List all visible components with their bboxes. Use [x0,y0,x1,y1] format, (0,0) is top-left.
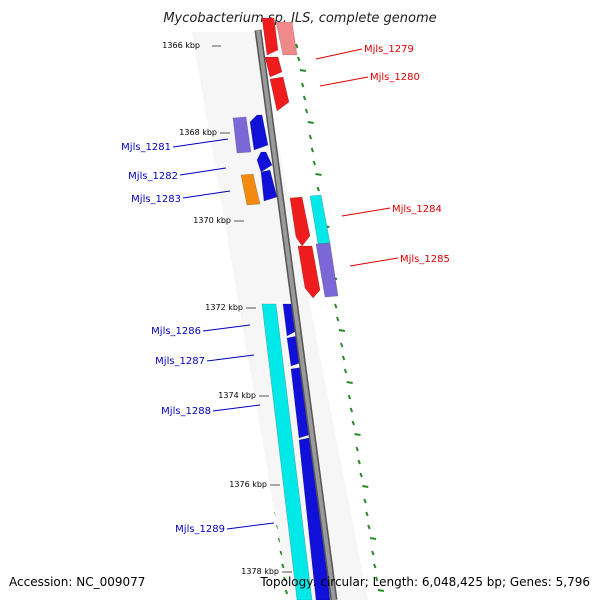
feature-track [232,17,339,600]
gene-leader-line [206,354,255,362]
gc-dot [343,368,348,374]
gc-dot [334,303,338,309]
tick-label: 1374 kbp [218,391,256,400]
gc-dot [373,563,377,569]
gene-mjls-1279 [261,17,279,56]
gc-dot [354,433,361,436]
gene-label-mjls-1282[interactable]: Mjls_1282 [128,171,178,182]
gene-leader-line [226,522,275,530]
gc-dot [359,472,363,478]
gc-dot [346,381,353,384]
gene-leader-line [182,190,231,199]
gene-mjls-1285-a [297,245,321,299]
gc-dot [357,459,361,465]
gene-labels: Mjls_1279 Mjls_1280 Mjls_1284 Mjls_1285 … [121,44,450,535]
tick-label: 1366 kbp [162,41,200,50]
gene-leader-line [179,167,227,176]
gc-dot [284,589,289,595]
gc-dot [297,56,301,62]
gc-dot [365,511,369,517]
gc-dot [316,186,320,192]
gene-label-mjls-1279[interactable]: Mjls_1279 [364,44,414,55]
gc-dot [362,485,369,488]
gene-mjls-1281-arrow [249,114,269,151]
gc-dot [300,82,305,88]
gc-dot [281,563,285,569]
gene-leader-line [202,324,251,332]
map-title: Mycobacterium sp. JLS, complete genome [163,11,436,26]
gene-label-mjls-1285[interactable]: Mjls_1285 [400,254,450,265]
gene-label-mjls-1281[interactable]: Mjls_1281 [121,142,171,153]
gene-leader-line [212,404,261,412]
scale-ticks: 1366 kbp 1368 kbp 1370 kbp 1372 kbp 1374… [162,41,292,576]
gene-mjls-1281 [232,116,252,154]
gene-label-mjls-1283[interactable]: Mjls_1283 [131,194,181,205]
gc-dot [283,576,287,582]
gene-mjls-1289 [298,436,331,600]
gc-dot [377,589,385,592]
tick-label: 1378 kbp [241,567,279,576]
gene-mjls-1283 [240,173,261,206]
gc-dot [369,537,377,540]
gc-dot [351,420,355,426]
gc-dot [312,160,316,166]
tick-label: 1376 kbp [229,480,267,489]
gc-dot [349,407,354,413]
gene-label-mjls-1284[interactable]: Mjls_1284 [392,204,442,215]
gc-dot [375,576,379,582]
gene-leader-line [315,48,363,60]
gene-mjls-1285 [315,242,339,298]
gc-dot [367,524,371,530]
gc-dot [310,147,315,153]
gc-dot [304,108,309,114]
gc-dot [315,173,322,176]
tick-label: 1370 kbp [193,216,231,225]
gc-dot [371,550,375,556]
gene-leader-line [349,257,399,267]
gene-label-mjls-1286[interactable]: Mjls_1286 [151,326,201,337]
gc-dot [308,134,313,140]
gc-dot [355,446,359,452]
gene-label-mjls-1287[interactable]: Mjls_1287 [155,356,205,367]
gc-dot [302,95,307,101]
accession-text: Accession: NC_009077 [9,575,145,589]
gc-dot [279,550,283,556]
gc-dot [338,329,346,332]
genome-summary-text: Topology: circular; Length: 6,048,425 bp… [259,575,590,589]
gene-cyan-1 [309,194,331,245]
gc-dot [295,43,299,49]
tick-label: 1368 kbp [179,128,217,137]
gene-leader-line [172,138,229,148]
gene-leader-line [319,76,369,87]
tick-label: 1372 kbp [205,303,243,312]
gc-dot [336,316,340,322]
track-band [192,32,368,600]
gc-dot [307,121,314,124]
gc-dot [363,498,367,504]
gene-leader-line [341,207,391,217]
gene-mjls-1280-b [269,76,290,112]
gene-mjls-1282-arrow [256,151,273,173]
gene-label-mjls-1280[interactable]: Mjls_1280 [370,72,420,83]
gene-feature-light [275,21,298,56]
genome-backbone [254,29,338,600]
gc-dot [347,394,352,400]
gc-dot [299,69,307,72]
gene-label-mjls-1289[interactable]: Mjls_1289 [175,524,225,535]
gene-mjls-1280-a [264,56,283,78]
gene-mjls-1284 [289,196,311,247]
gene-label-mjls-1288[interactable]: Mjls_1288 [161,406,211,417]
gc-dot [339,342,344,348]
gc-dot [341,355,346,361]
gene-cyan-long [261,303,313,600]
